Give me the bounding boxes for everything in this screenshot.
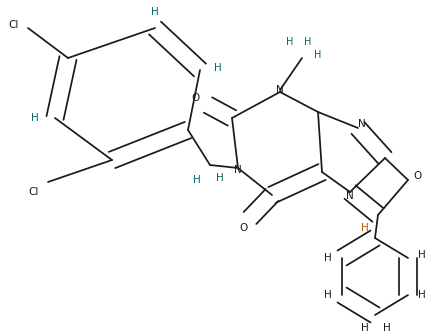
Text: Cl: Cl: [29, 187, 39, 197]
Text: H: H: [31, 113, 39, 123]
Text: H: H: [323, 253, 331, 263]
Text: H: H: [360, 323, 368, 333]
Text: H: H: [314, 50, 321, 60]
Text: H: H: [214, 63, 221, 73]
Text: H: H: [417, 250, 425, 260]
Text: H: H: [323, 290, 331, 300]
Text: O: O: [191, 93, 200, 103]
Text: H: H: [216, 173, 224, 183]
Text: Cl: Cl: [9, 20, 19, 30]
Text: H: H: [151, 7, 158, 17]
Text: H: H: [417, 290, 425, 300]
Text: O: O: [238, 223, 247, 233]
Text: H: H: [360, 223, 368, 233]
Text: H: H: [382, 323, 390, 333]
Text: N: N: [233, 165, 241, 175]
Text: H: H: [286, 37, 293, 47]
Text: O: O: [413, 171, 421, 181]
Text: H: H: [304, 37, 311, 47]
Text: N: N: [345, 191, 353, 201]
Text: N: N: [357, 119, 365, 129]
Text: H: H: [193, 175, 201, 185]
Text: N: N: [276, 85, 283, 95]
